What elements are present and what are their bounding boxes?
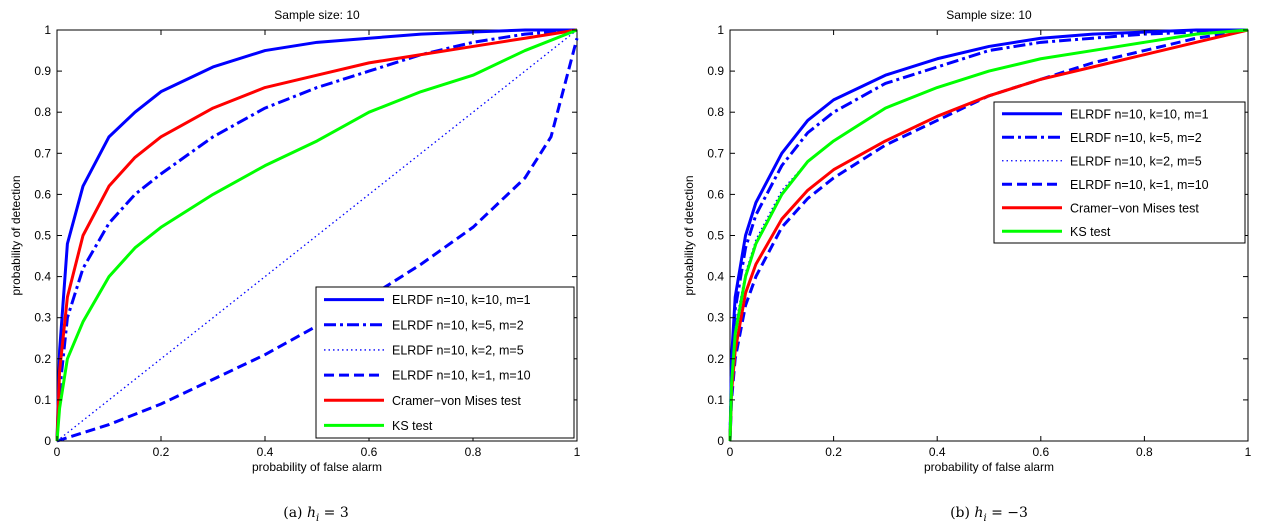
legend-label-5: Cramer−von Mises test [392,394,521,408]
legend-label-3: ELRDF n=10, k=2, m=5 [392,343,524,357]
legend-label-2: ELRDF n=10, k=5, m=2 [1070,131,1202,145]
caption-value: = 3 [319,505,349,521]
legend-label-3: ELRDF n=10, k=2, m=5 [1070,154,1202,168]
x-tick-label: 0.4 [929,445,946,459]
series-line-2 [728,28,1249,442]
y-axis-label: probability of detection [682,175,696,295]
chart-title: Sample size: 10 [946,8,1032,22]
legend-label-1: ELRDF n=10, k=10, m=1 [1070,107,1209,121]
x-tick-label: 0 [54,445,61,459]
x-axis-label: probability of false alarm [252,460,382,474]
series-line-1 [728,28,1248,442]
y-tick-label: 0.7 [34,146,51,160]
y-tick-label: 0.2 [707,352,724,366]
y-tick-label: 0.5 [707,229,724,243]
y-tick-label: 0.4 [707,270,724,284]
caption-subscript: i [316,513,319,524]
chart-title: Sample size: 10 [274,8,360,22]
legend-label-4: ELRDF n=10, k=1, m=10 [1070,178,1209,192]
series-line-6 [728,28,1249,442]
x-tick-label: 0.8 [465,445,482,459]
y-tick-label: 0.6 [34,187,51,201]
legend-label-4: ELRDF n=10, k=1, m=10 [392,369,531,383]
y-tick-label: 0.9 [707,64,724,78]
y-tick-label: 0.1 [707,393,724,407]
y-tick-label: 0.5 [34,229,51,243]
x-tick-label: 0.2 [825,445,842,459]
y-tick-label: 0 [717,434,724,448]
y-tick-label: 0.3 [34,311,51,325]
caption-subscript: i [983,513,986,524]
y-tick-label: 0.1 [34,393,51,407]
caption-label: (b) [950,505,974,521]
caption-variable: h [307,505,316,521]
y-tick-label: 0.8 [707,105,724,119]
series-line-4 [56,37,579,443]
x-tick-label: 1 [574,445,581,459]
y-tick-label: 1 [44,23,51,37]
x-tick-label: 0.8 [1136,445,1153,459]
x-axis-label: probability of false alarm [924,460,1054,474]
x-tick-label: 1 [1245,445,1252,459]
y-tick-label: 0.7 [707,146,724,160]
x-tick-label: 0.2 [153,445,170,459]
caption-label: (a) [283,505,307,521]
y-tick-label: 0.3 [707,311,724,325]
caption-value: = −3 [987,505,1028,521]
series-line-5 [728,28,1249,442]
y-tick-label: 0.2 [34,352,51,366]
y-tick-label: 1 [717,23,724,37]
y-tick-label: 0.9 [34,64,51,78]
series-line-4 [728,28,1249,442]
legend: ELRDF n=10, k=10, m=1 ELRDF n=10, k=5, m=… [315,286,575,439]
y-tick-label: 0.8 [34,105,51,119]
x-tick-label: 0.6 [361,445,378,459]
x-tick-label: 0.6 [1032,445,1049,459]
series-line-1 [55,28,577,442]
legend-box [993,101,1246,244]
legend: ELRDF n=10, k=10, m=1 ELRDF n=10, k=5, m=… [993,101,1246,244]
y-tick-label: 0.4 [34,270,51,284]
chart-panel-b: Sample size: 10 0 0.2 0.4 0.6 0.8 1 0 0.1 0.2 0.3 0… [682,8,1252,524]
chart-panel-a: Sample size: 10 0 0.2 0.4 0.6 0.8 1 0 0.1 0.2 0.3 0… [9,8,581,524]
y-tick-label: 0 [44,434,51,448]
legend-label-6: KS test [1070,225,1111,239]
legend-label-5: Cramer−von Mises test [1070,201,1199,215]
legend-label-6: KS test [392,419,433,433]
caption-variable: h [974,505,983,521]
y-axis-label: probability of detection [9,175,23,295]
legend-box [315,286,575,439]
legend-label-2: ELRDF n=10, k=5, m=2 [392,318,524,332]
figure-caption: (b) hi = −3 [950,505,1028,524]
series-line-6 [55,28,578,442]
legend-label-1: ELRDF n=10, k=10, m=1 [392,293,531,307]
series-line-5 [55,28,578,442]
y-tick-label: 0.6 [707,187,724,201]
series-line-2 [55,28,578,442]
x-tick-label: 0 [727,445,734,459]
figure-caption: (a) hi = 3 [283,505,349,524]
x-tick-label: 0.4 [257,445,274,459]
